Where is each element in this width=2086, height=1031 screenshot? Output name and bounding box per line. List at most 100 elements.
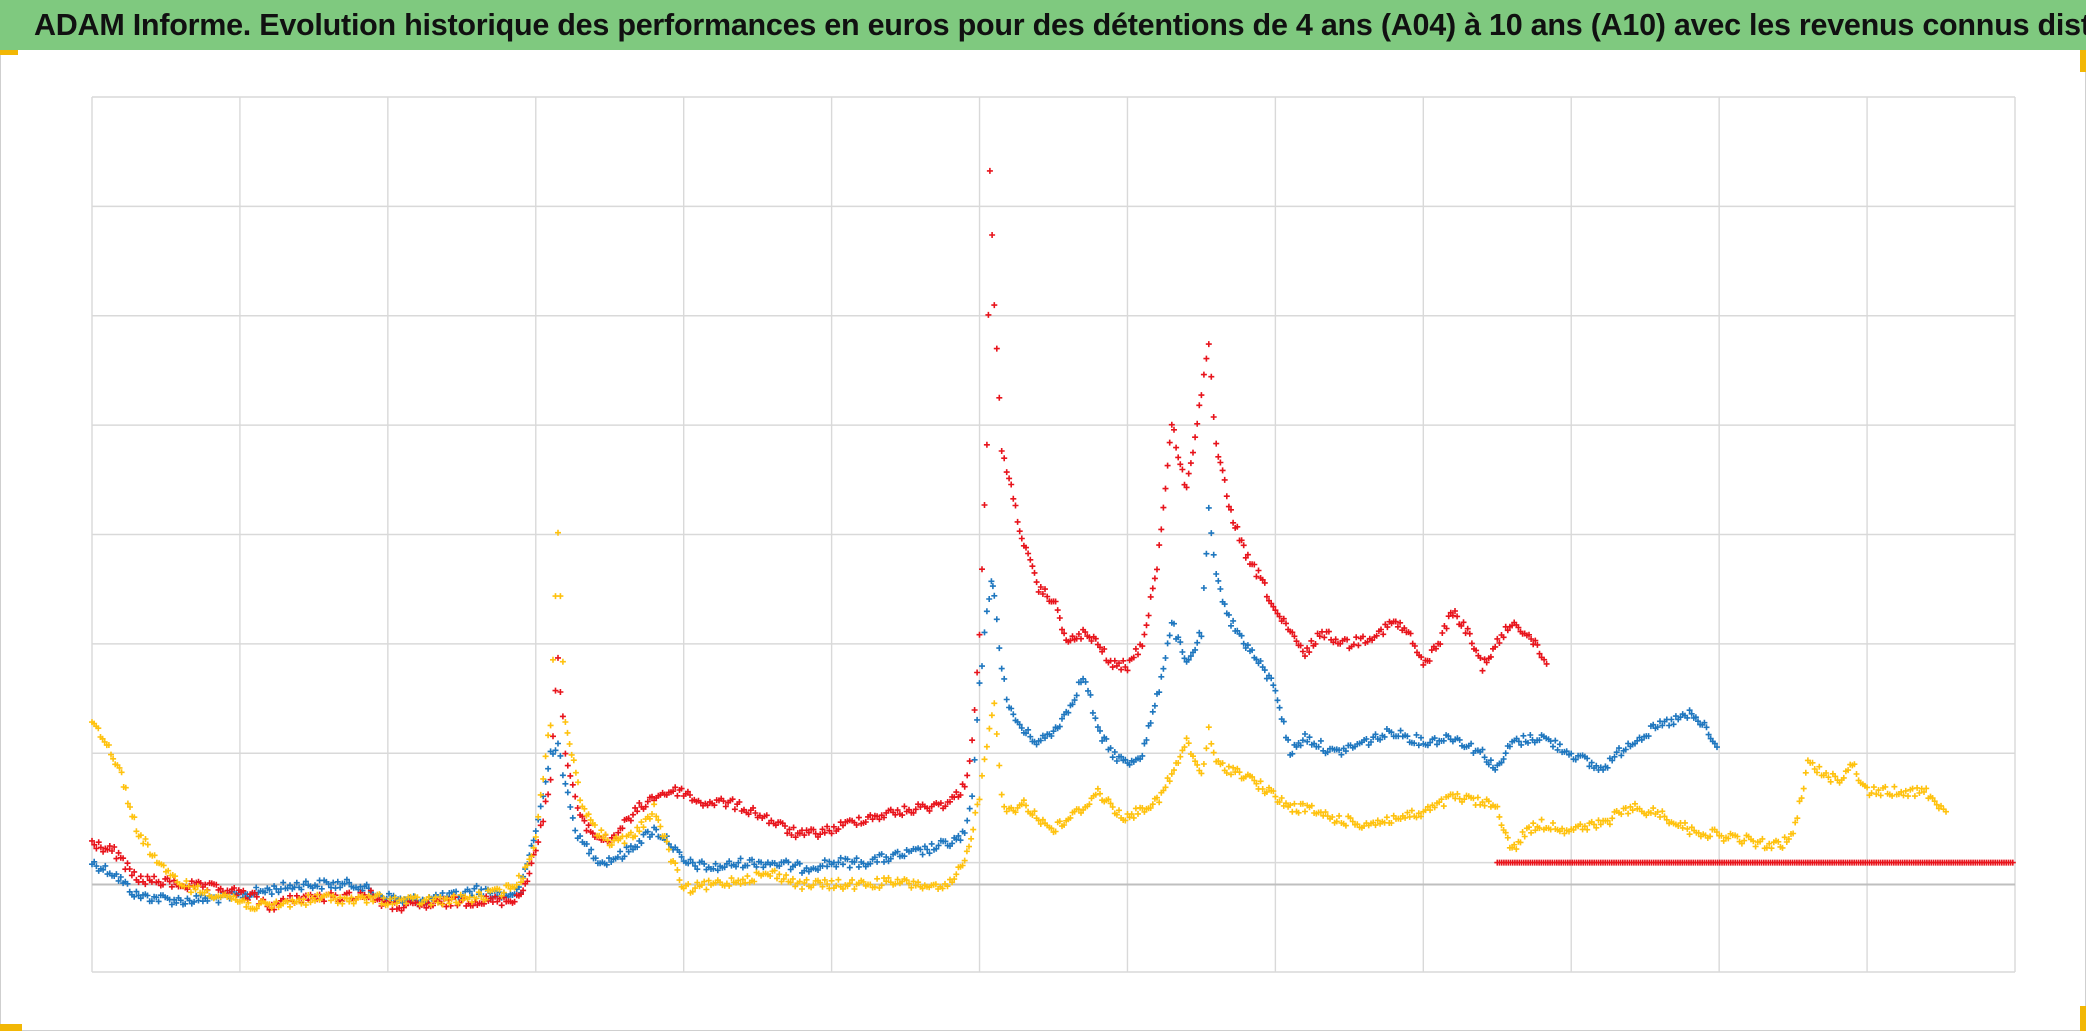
data-point — [957, 837, 964, 844]
data-point — [1122, 756, 1129, 763]
data-point — [1613, 749, 1620, 756]
data-point — [1677, 714, 1684, 721]
data-point — [649, 831, 655, 838]
data-point — [1392, 618, 1399, 625]
data-point — [307, 899, 314, 906]
data-point — [574, 805, 581, 811]
data-point — [1039, 591, 1046, 597]
data-point — [819, 826, 826, 833]
data-point — [1270, 788, 1277, 795]
data-point — [1162, 485, 1169, 492]
data-point — [1082, 678, 1089, 685]
data-point — [1333, 818, 1340, 825]
data-point — [1253, 780, 1260, 787]
data-point — [1085, 687, 1091, 694]
title-bar: ADAM Informe. Evolution historique des p… — [0, 0, 2086, 50]
data-point — [774, 875, 780, 882]
data-point — [1230, 519, 1237, 526]
data-point — [140, 840, 147, 847]
data-point — [598, 827, 605, 834]
data-point — [1018, 535, 1025, 542]
data-point — [937, 800, 944, 807]
data-point — [1534, 641, 1541, 648]
data-point — [1622, 746, 1629, 753]
data-point — [1711, 740, 1718, 747]
data-point — [188, 878, 195, 885]
data-point — [1397, 619, 1404, 626]
data-point — [1550, 820, 1556, 826]
data-point — [155, 898, 162, 905]
data-point — [1215, 758, 1222, 764]
data-point — [979, 663, 985, 670]
data-point — [1891, 783, 1898, 790]
data-point — [636, 800, 643, 806]
data-point — [1570, 827, 1577, 833]
data-point — [602, 831, 609, 838]
data-point — [1479, 799, 1486, 806]
data-point — [1520, 732, 1527, 739]
data-point — [1701, 719, 1708, 726]
data-point — [1151, 575, 1158, 582]
data-point — [1588, 759, 1595, 766]
data-point — [1089, 709, 1096, 716]
data-point — [744, 862, 751, 869]
data-point — [1217, 586, 1224, 592]
data-point — [817, 831, 824, 838]
data-point — [1454, 790, 1461, 797]
data-point — [996, 762, 1003, 769]
data-point — [144, 873, 151, 880]
data-point — [1291, 800, 1298, 807]
data-point — [1203, 745, 1210, 752]
data-point — [1221, 601, 1228, 608]
data-point — [526, 870, 533, 877]
data-point — [733, 863, 739, 870]
data-point — [983, 608, 990, 615]
data-point — [1177, 753, 1184, 760]
data-point — [1228, 506, 1234, 513]
series-3 — [89, 529, 1949, 913]
data-point — [1427, 739, 1434, 746]
data-point — [535, 813, 542, 820]
data-point — [1434, 741, 1440, 748]
data-point — [1194, 639, 1201, 646]
data-point — [939, 885, 946, 892]
data-point — [1304, 738, 1311, 745]
data-point — [745, 811, 752, 818]
data-point — [1116, 807, 1122, 814]
data-point — [120, 855, 127, 862]
data-point — [1802, 769, 1809, 776]
data-point — [513, 881, 520, 888]
data-point — [1713, 829, 1720, 836]
data-point — [1012, 809, 1019, 816]
data-point — [1790, 830, 1797, 837]
data-point — [1840, 774, 1847, 781]
data-point — [496, 886, 503, 893]
data-point — [243, 903, 250, 910]
data-point — [899, 812, 906, 819]
data-point — [108, 751, 114, 758]
data-point — [1156, 799, 1163, 806]
data-point — [810, 826, 817, 833]
data-point — [991, 302, 998, 309]
data-point — [572, 793, 579, 800]
data-point — [966, 843, 972, 850]
data-point — [883, 878, 890, 885]
data-point — [737, 880, 744, 887]
data-point — [1875, 787, 1882, 794]
data-point — [736, 799, 743, 805]
data-point — [649, 811, 655, 817]
data-point — [614, 854, 621, 861]
data-point — [1192, 434, 1199, 441]
data-point — [1477, 655, 1484, 661]
data-point — [1198, 633, 1205, 640]
data-point — [1426, 658, 1433, 664]
data-point — [1183, 484, 1190, 491]
data-point — [192, 886, 199, 893]
data-point — [1458, 622, 1465, 629]
data-point — [1056, 615, 1063, 621]
data-point — [1118, 753, 1125, 760]
data-point — [1088, 638, 1095, 644]
data-point — [623, 844, 630, 851]
data-point — [1404, 809, 1411, 816]
data-point — [110, 755, 117, 762]
